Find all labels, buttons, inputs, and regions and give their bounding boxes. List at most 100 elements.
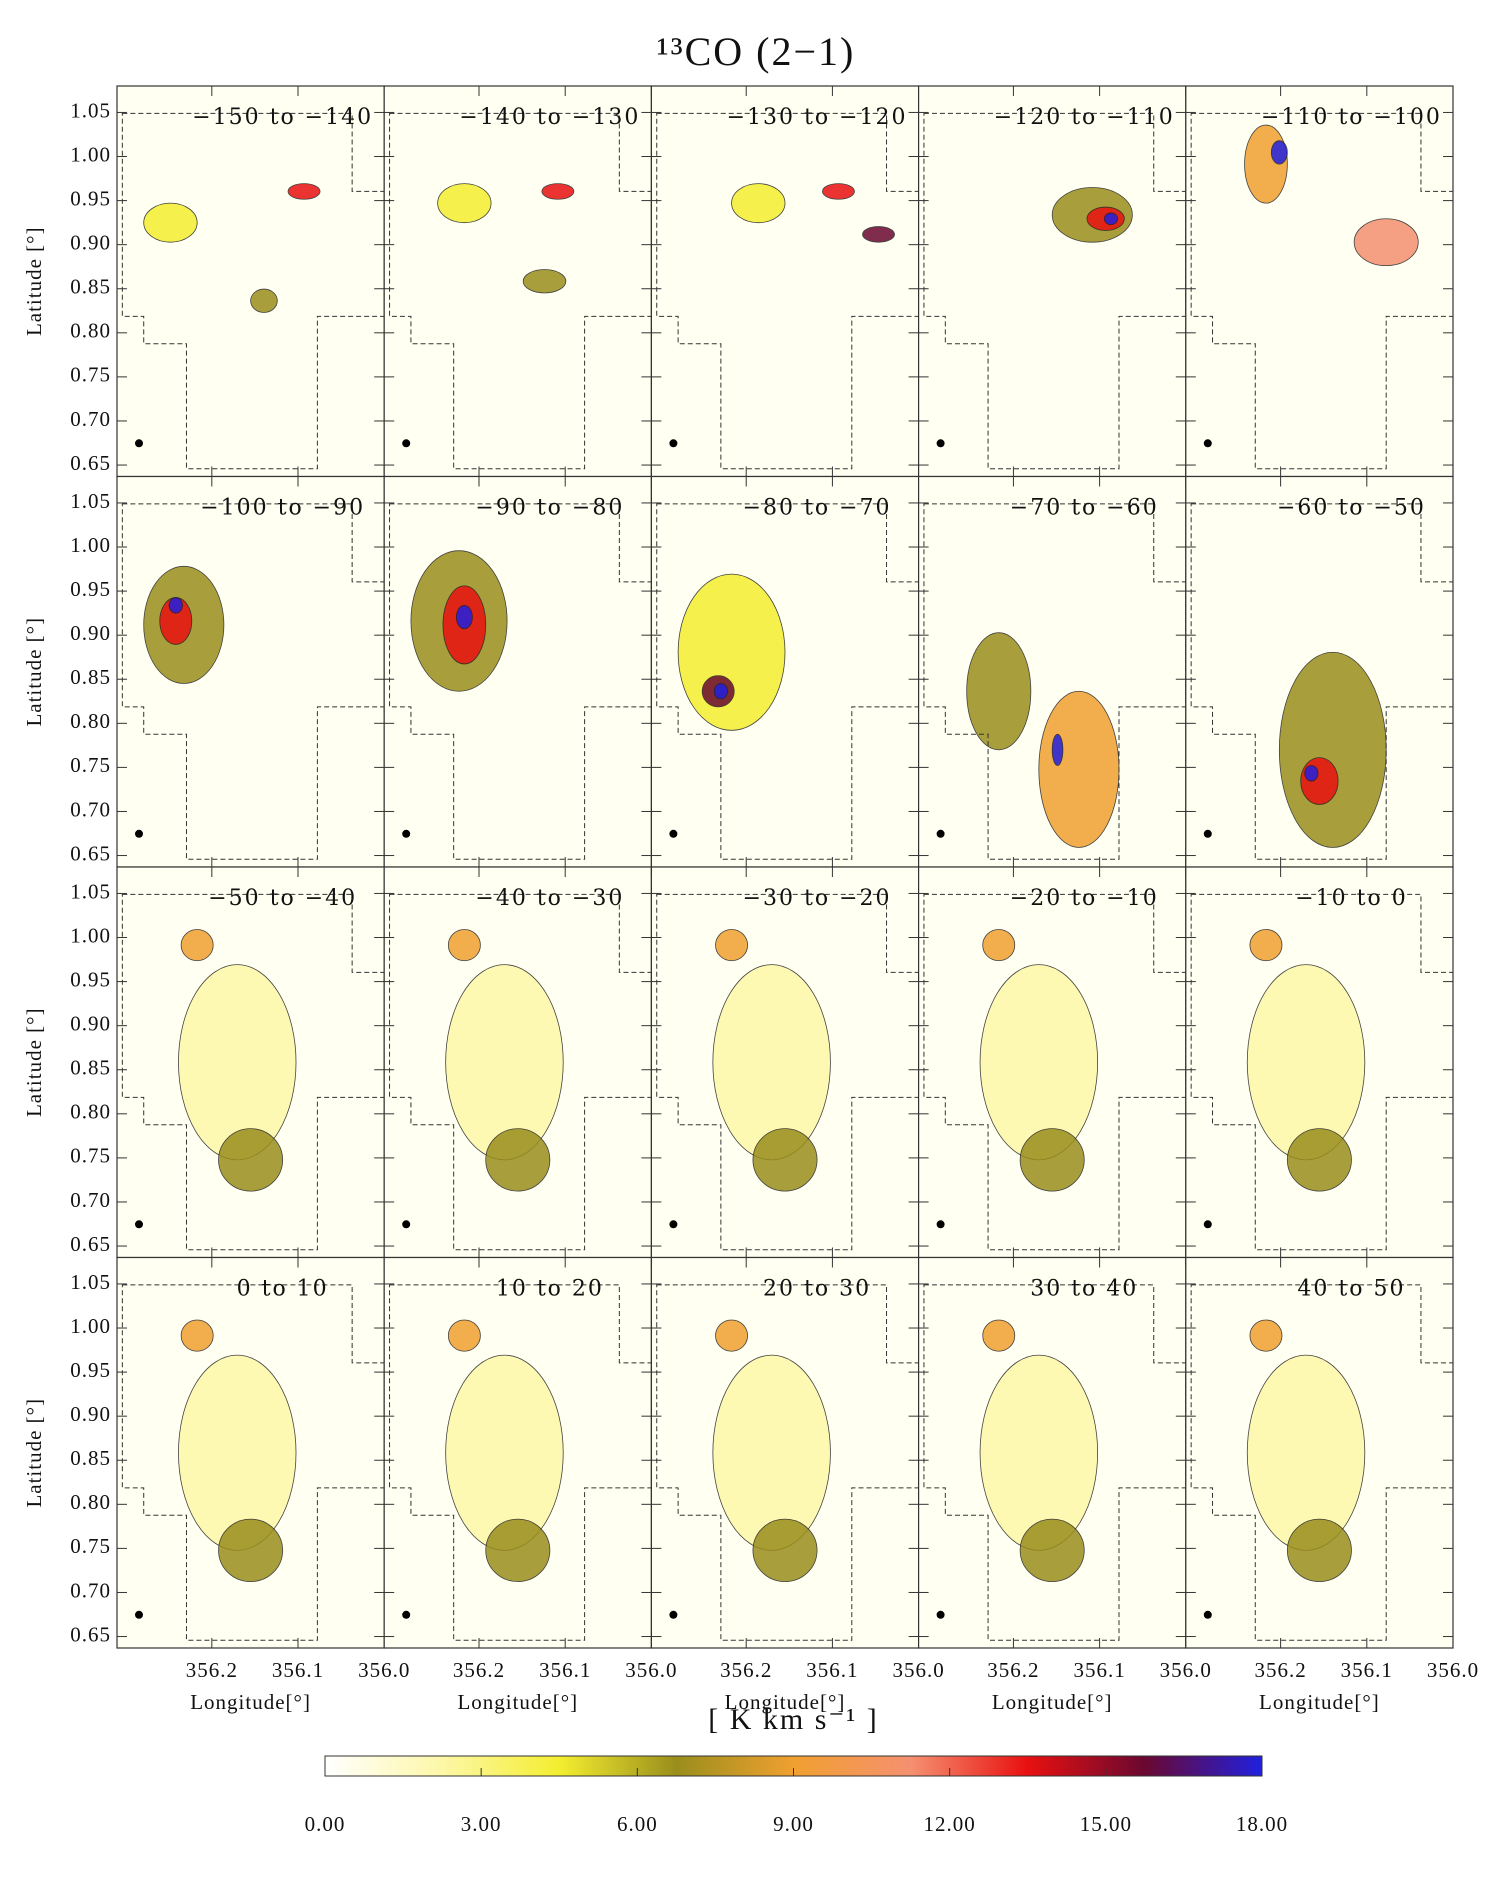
emission [287, 183, 321, 200]
emission [143, 202, 198, 243]
x-tick-label: 356.2 [987, 1658, 1039, 1682]
y-tick-label: 0.65 [70, 1622, 111, 1646]
panel-label: 20 to 30 [763, 1277, 871, 1302]
y-axis-label: Latitude [°] [22, 617, 46, 727]
panel-label: −150 to −140 [192, 105, 373, 130]
y-tick-label: 0.65 [70, 451, 111, 475]
beam [402, 1610, 411, 1619]
panel: −50 to −40 [116, 866, 385, 1259]
emission [1278, 651, 1387, 848]
emission [1286, 1128, 1352, 1192]
y-tick-label: 0.90 [70, 230, 111, 254]
y-tick-label: 0.70 [70, 1188, 111, 1212]
survey-outline [121, 893, 385, 1251]
emission [752, 1128, 818, 1192]
x-tick-label: 356.1 [1341, 1658, 1393, 1682]
emission [522, 269, 567, 294]
emission [1270, 140, 1288, 165]
x-tick-label: 356.2 [453, 1658, 505, 1682]
y-tick-label: 0.80 [70, 1490, 111, 1514]
beam [1203, 829, 1212, 838]
beam [936, 829, 945, 838]
y-tick-label: 1.05 [70, 1270, 111, 1294]
x-tick-label: 356.1 [806, 1658, 858, 1682]
emission [178, 1354, 297, 1551]
emission [713, 683, 728, 700]
beam [669, 829, 678, 838]
survey-outline [121, 112, 385, 470]
emission [979, 964, 1099, 1161]
y-tick-label: 1.05 [70, 879, 111, 903]
x-axis-label: Longitude[°] [992, 1690, 1113, 1714]
y-tick-label: 1.05 [70, 489, 111, 513]
beam [1203, 439, 1212, 448]
beam [936, 1220, 945, 1229]
survey-outline [656, 112, 920, 470]
panel: −80 to −70 [650, 475, 920, 868]
emission [862, 226, 895, 243]
emission [250, 288, 278, 313]
emission [485, 1518, 551, 1583]
y-tick-label: 0.95 [70, 186, 111, 210]
y-tick-label: 0.75 [70, 363, 111, 387]
survey-outline [656, 503, 920, 860]
emission [752, 1518, 818, 1583]
survey-outline [1190, 112, 1454, 470]
emission [712, 1354, 831, 1551]
emission [1249, 929, 1283, 962]
panel-label: −100 to −90 [200, 496, 365, 521]
survey-outline [923, 112, 1187, 470]
panel-label: 0 to 10 [237, 1277, 329, 1302]
x-tick-label: 356.2 [720, 1658, 772, 1682]
emission [437, 183, 492, 224]
panel-label: −110 to −100 [1261, 105, 1442, 130]
panel-label: −10 to 0 [1295, 886, 1408, 911]
x-axis-label: Longitude[°] [457, 1690, 578, 1714]
survey-outline [389, 503, 652, 860]
panel: 30 to 40 [917, 1256, 1187, 1649]
emission [218, 1518, 284, 1583]
emission [712, 964, 831, 1161]
colorbar-tick-label: 3.00 [461, 1812, 502, 1836]
panel-label: 30 to 40 [1030, 1277, 1138, 1302]
emission [1300, 757, 1339, 805]
emission [982, 929, 1016, 962]
survey-outline [389, 893, 652, 1251]
y-tick-label: 0.75 [70, 1144, 111, 1168]
panel-label: −90 to −80 [475, 496, 624, 521]
survey-outline [121, 1284, 385, 1641]
panel: −10 to 0 [1185, 866, 1454, 1259]
beam [936, 1610, 945, 1619]
y-tick-label: 0.85 [70, 665, 111, 689]
emission [677, 573, 786, 731]
emission [979, 1354, 1099, 1551]
panel: −140 to −130 [383, 85, 653, 478]
emission [1051, 733, 1064, 766]
emission [541, 183, 575, 200]
x-tick-label: 356.0 [358, 1658, 410, 1682]
emission [1038, 690, 1120, 848]
panel: −130 to −120 [650, 85, 920, 478]
y-tick-label: 0.65 [70, 1232, 111, 1256]
emission [1353, 218, 1419, 267]
emission [715, 929, 748, 962]
emission [168, 597, 183, 614]
panel-label: −80 to −70 [743, 496, 892, 521]
y-axis-label: Latitude [°] [22, 1007, 46, 1117]
colorbar-tick-label: 0.00 [305, 1812, 346, 1836]
panel-background [384, 476, 652, 867]
y-tick-label: 0.70 [70, 797, 111, 821]
beam [669, 1220, 678, 1229]
survey-outline [1190, 503, 1454, 860]
y-tick-label: 0.75 [70, 1534, 111, 1558]
beam [135, 1610, 143, 1619]
colorbar-label: [ K km s⁻¹ ] [708, 1703, 878, 1736]
emission [180, 1319, 214, 1352]
emission [1019, 1518, 1085, 1583]
beam [135, 1220, 143, 1229]
panel-label: −140 to −130 [459, 105, 640, 130]
y-tick-label: 0.90 [70, 1011, 111, 1035]
emission [1246, 1354, 1366, 1551]
panel: 0 to 10 [116, 1256, 385, 1649]
emission [447, 929, 481, 962]
